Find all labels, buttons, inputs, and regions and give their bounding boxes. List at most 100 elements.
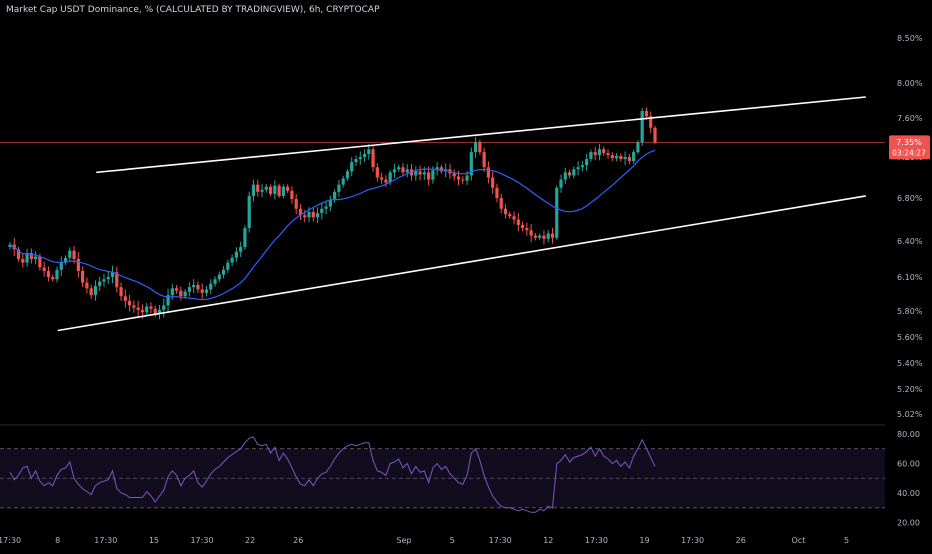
x-tick-label: 17:30 — [681, 536, 704, 545]
candle — [546, 233, 550, 239]
candle — [68, 250, 72, 258]
x-tick-label: 5 — [844, 536, 849, 545]
candle — [533, 235, 537, 238]
candle — [93, 286, 98, 296]
candle — [572, 169, 576, 176]
candle — [431, 170, 435, 180]
candle — [491, 177, 495, 188]
candle — [418, 171, 422, 175]
y-tick-label: 5.60% — [897, 333, 923, 342]
candle — [243, 228, 247, 247]
candle — [102, 279, 106, 282]
candle — [217, 274, 221, 280]
y-tick-label: 8.00% — [897, 79, 923, 88]
candle — [230, 257, 234, 263]
candle — [456, 176, 461, 180]
candle — [200, 289, 204, 293]
candle — [328, 200, 332, 207]
candle — [350, 162, 354, 172]
candle — [273, 185, 277, 194]
x-tick-label: 26 — [293, 536, 303, 545]
candle — [85, 282, 89, 289]
candle — [550, 233, 555, 238]
candle — [623, 157, 627, 160]
candle — [311, 211, 315, 218]
candle — [422, 172, 426, 175]
x-tick-label: 19 — [639, 536, 649, 545]
candle — [486, 167, 491, 178]
x-tick-label: Sep — [396, 536, 411, 545]
candle — [213, 279, 217, 284]
candle — [593, 152, 597, 156]
candle — [25, 253, 29, 263]
candle — [627, 157, 631, 162]
candle — [508, 214, 512, 217]
candle — [290, 190, 294, 200]
x-tick-label: 17:30 — [190, 536, 213, 545]
candle — [268, 186, 273, 194]
candle — [46, 271, 51, 277]
candle — [204, 289, 209, 293]
candle — [580, 165, 584, 168]
candle — [324, 206, 328, 209]
candle — [136, 307, 140, 310]
candle — [29, 253, 33, 259]
candle — [465, 175, 469, 181]
candle — [303, 215, 307, 218]
price-tag — [889, 135, 930, 160]
candle — [401, 167, 405, 173]
candle — [187, 287, 192, 292]
candle — [76, 259, 80, 271]
candle — [239, 247, 243, 252]
candle — [636, 142, 640, 153]
chart-title: Market Cap USDT Dominance, % (CALCULATED… — [6, 5, 380, 15]
candle — [516, 219, 520, 225]
candle — [337, 184, 341, 192]
candle — [260, 189, 264, 192]
candle — [38, 256, 42, 268]
candle — [277, 185, 281, 196]
y-tick-label: 5.80% — [897, 307, 923, 316]
candle — [226, 262, 230, 270]
candle — [221, 269, 226, 275]
candle — [132, 305, 136, 308]
candle — [286, 186, 290, 191]
candle — [333, 191, 337, 201]
candle — [123, 296, 127, 301]
x-tick-label: 12 — [543, 536, 553, 545]
candle — [196, 284, 200, 290]
candle — [597, 149, 602, 156]
candle — [183, 291, 187, 297]
candle — [414, 171, 418, 176]
candle — [8, 244, 12, 247]
candle — [614, 156, 619, 159]
x-tick-label: 15 — [149, 536, 159, 545]
candle — [362, 154, 367, 157]
x-tick-label: 8 — [55, 536, 60, 545]
candle — [345, 171, 350, 179]
candle — [98, 281, 102, 287]
candle — [452, 173, 456, 177]
candle — [512, 216, 516, 220]
candle — [294, 199, 298, 209]
candle — [149, 306, 153, 309]
candle — [115, 272, 119, 288]
candle — [140, 309, 145, 313]
y-tick-label: 6.40% — [897, 237, 923, 246]
candle — [320, 208, 324, 214]
channel-upper-line[interactable] — [96, 96, 866, 174]
candle — [166, 295, 170, 306]
candle — [478, 142, 482, 153]
candle — [145, 306, 149, 313]
candle — [170, 288, 174, 296]
x-tick-label: 5 — [450, 536, 455, 545]
candle — [358, 157, 362, 160]
candle — [153, 308, 157, 314]
candle — [388, 172, 392, 183]
x-tick-label: 17:30 — [585, 536, 608, 545]
channel-lower-line[interactable] — [57, 195, 866, 332]
candle — [315, 213, 320, 218]
rsi-line — [9, 436, 656, 513]
candle — [209, 283, 213, 290]
